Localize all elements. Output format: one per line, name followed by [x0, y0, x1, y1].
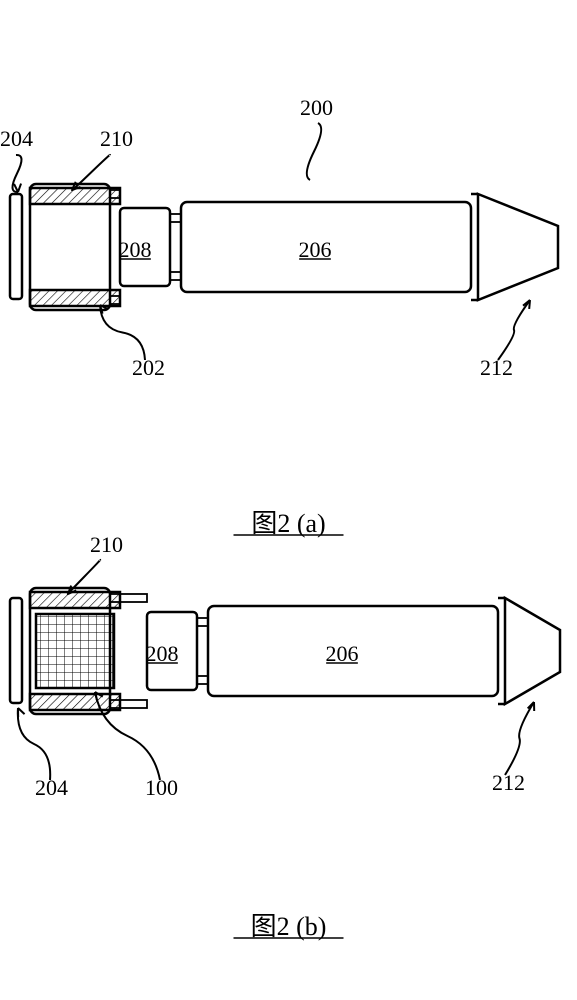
svg-text:210: 210 — [100, 126, 133, 151]
svg-text:204: 204 — [0, 126, 33, 151]
svg-text:212: 212 — [492, 770, 525, 795]
svg-text:图2 (a): 图2 (a) — [251, 509, 325, 538]
svg-text:202: 202 — [132, 355, 165, 380]
svg-text:204: 204 — [35, 775, 68, 800]
svg-text:210: 210 — [90, 532, 123, 557]
svg-text:212: 212 — [480, 355, 513, 380]
svg-text:200: 200 — [300, 95, 333, 120]
svg-text:100: 100 — [145, 775, 178, 800]
svg-text:图2 (b): 图2 (b) — [251, 912, 327, 941]
